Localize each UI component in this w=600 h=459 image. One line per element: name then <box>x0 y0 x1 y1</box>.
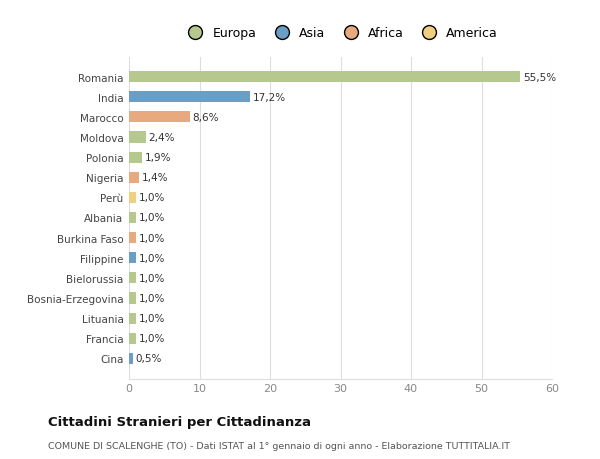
Legend: Europa, Asia, Africa, America: Europa, Asia, Africa, America <box>178 22 503 45</box>
Text: COMUNE DI SCALENGHE (TO) - Dati ISTAT al 1° gennaio di ogni anno - Elaborazione : COMUNE DI SCALENGHE (TO) - Dati ISTAT al… <box>48 441 510 450</box>
Bar <box>129 92 250 103</box>
Bar <box>129 313 136 324</box>
Text: 1,0%: 1,0% <box>139 334 165 343</box>
Bar <box>129 172 139 184</box>
Text: 1,0%: 1,0% <box>139 253 165 263</box>
Bar <box>129 213 136 224</box>
Text: 1,0%: 1,0% <box>139 293 165 303</box>
Text: 1,0%: 1,0% <box>139 193 165 203</box>
Bar <box>129 152 142 163</box>
Text: 8,6%: 8,6% <box>193 112 219 123</box>
Text: 17,2%: 17,2% <box>253 93 286 102</box>
Text: 1,0%: 1,0% <box>139 313 165 324</box>
Bar <box>129 192 136 203</box>
Bar <box>129 273 136 284</box>
Bar <box>129 252 136 264</box>
Text: 55,5%: 55,5% <box>523 73 556 83</box>
Bar <box>129 333 136 344</box>
Bar <box>129 112 190 123</box>
Text: 1,0%: 1,0% <box>139 273 165 283</box>
Text: 1,0%: 1,0% <box>139 213 165 223</box>
Bar <box>129 353 133 364</box>
Bar <box>129 132 146 143</box>
Text: Cittadini Stranieri per Cittadinanza: Cittadini Stranieri per Cittadinanza <box>48 415 311 428</box>
Text: 1,0%: 1,0% <box>139 233 165 243</box>
Bar <box>129 233 136 244</box>
Text: 1,9%: 1,9% <box>145 153 172 163</box>
Text: 1,4%: 1,4% <box>142 173 168 183</box>
Text: 0,5%: 0,5% <box>136 353 162 364</box>
Bar <box>129 293 136 304</box>
Bar <box>129 72 520 83</box>
Text: 2,4%: 2,4% <box>149 133 175 143</box>
